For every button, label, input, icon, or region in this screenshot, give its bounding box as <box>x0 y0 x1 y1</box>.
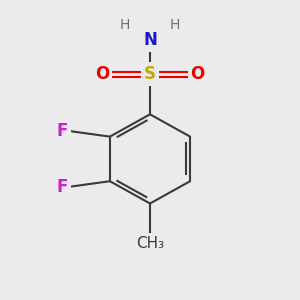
Text: N: N <box>143 31 157 49</box>
Text: CH₃: CH₃ <box>136 236 164 251</box>
Text: H: H <box>170 18 181 32</box>
Text: F: F <box>57 122 68 140</box>
Text: H: H <box>119 18 130 32</box>
Text: S: S <box>144 65 156 83</box>
Text: O: O <box>190 65 205 83</box>
Text: O: O <box>95 65 110 83</box>
Text: F: F <box>57 178 68 196</box>
